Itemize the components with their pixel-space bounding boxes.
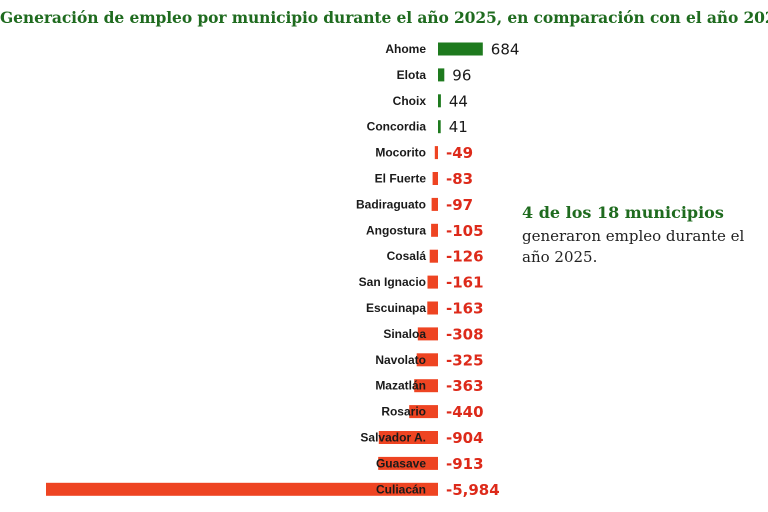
category-label: Escuinapa	[366, 301, 426, 315]
category-label: Elota	[397, 68, 427, 82]
category-label: Guasave	[376, 456, 426, 470]
bar-el-fuerte	[432, 172, 438, 185]
category-label: Badiraguato	[356, 197, 426, 211]
bar-mocorito	[434, 146, 438, 160]
bar-navolato	[416, 353, 438, 367]
value-label: -5,984	[446, 481, 500, 499]
chart-title: Generación de empleo por municipio duran…	[0, 8, 768, 27]
value-label: -97	[446, 196, 473, 214]
value-label: -161	[446, 274, 484, 292]
category-label: Angostura	[366, 223, 426, 237]
category-label: Choix	[393, 94, 427, 108]
bar-cosalá	[429, 249, 438, 263]
category-label: Navolato	[375, 353, 426, 367]
bar-badiraguato	[431, 197, 438, 211]
bar-san-ignacio	[427, 275, 438, 289]
category-label: San Ignacio	[359, 275, 426, 289]
value-label: 96	[452, 66, 471, 84]
bar-guasave	[378, 456, 438, 470]
category-label: Rosario	[381, 405, 426, 419]
value-label: -308	[446, 325, 484, 343]
value-label: -913	[446, 455, 484, 473]
category-label: Cosalá	[387, 249, 427, 263]
value-label: -325	[446, 351, 484, 369]
value-label: -83	[446, 170, 473, 188]
summary-note: 4 de los 18 municipios generaron empleo …	[522, 203, 762, 268]
value-label: -440	[446, 403, 484, 421]
value-label: -163	[446, 300, 484, 318]
category-label: Mocorito	[375, 146, 426, 160]
bar-salvador-a-	[378, 431, 438, 444]
category-label: Mazatlán	[375, 379, 426, 393]
category-label: El Fuerte	[375, 172, 427, 186]
value-label: 44	[449, 92, 468, 110]
bar-ahome	[438, 42, 483, 56]
summary-headline: 4 de los 18 municipios	[522, 203, 724, 222]
bar-concordia	[438, 120, 441, 134]
value-label: -904	[446, 429, 484, 447]
bar-angostura	[431, 223, 438, 237]
summary-text: generaron empleo durante el año 2025.	[522, 227, 745, 266]
bar-choix	[438, 94, 441, 108]
bar-elota	[438, 68, 445, 82]
category-label: Ahome	[385, 42, 426, 56]
value-label: -363	[446, 377, 484, 395]
value-label: -49	[446, 144, 473, 162]
bar-mazatlán	[414, 379, 438, 393]
category-label: Culiacán	[376, 482, 426, 496]
value-label: 684	[491, 41, 520, 59]
bar-escuinapa	[427, 301, 438, 315]
bar-culiacán	[46, 482, 438, 496]
category-label: Sinaloa	[383, 327, 426, 341]
value-label: -126	[446, 248, 484, 266]
value-label: -105	[446, 222, 484, 240]
category-label: Salvador A.	[360, 431, 426, 445]
bar-sinaloa	[417, 327, 438, 341]
value-label: 41	[449, 118, 468, 136]
category-label: Concordia	[367, 120, 427, 134]
bar-rosario	[409, 405, 438, 419]
